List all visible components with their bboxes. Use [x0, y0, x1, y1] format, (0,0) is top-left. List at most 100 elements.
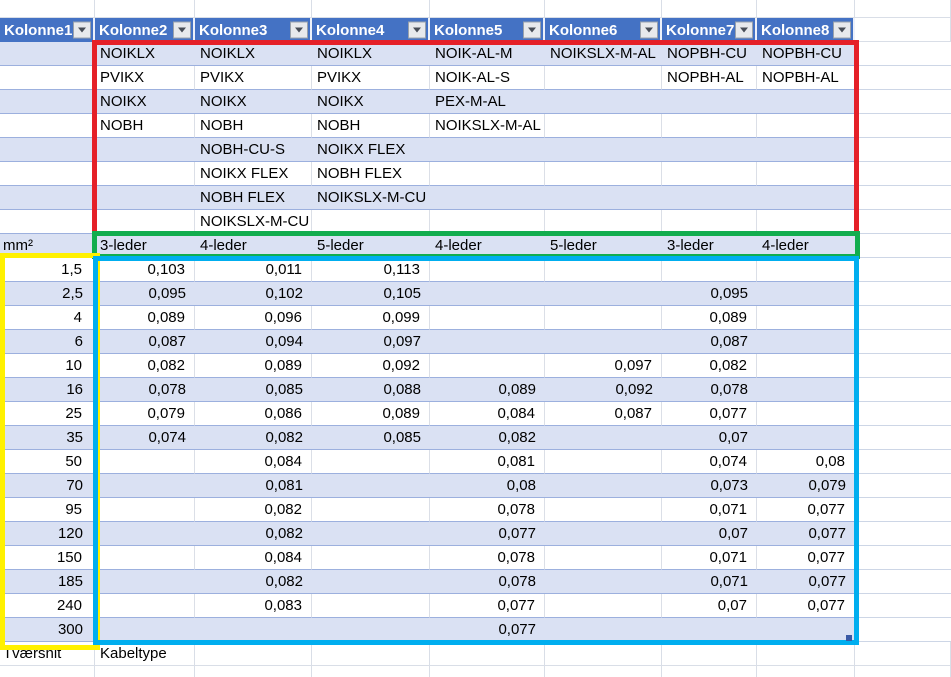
value-cell[interactable]: 0,087 [545, 402, 662, 426]
cable-type-cell[interactable]: NOIKX [95, 90, 195, 114]
value-cell[interactable] [757, 330, 855, 354]
value-cell[interactable]: 0,082 [195, 498, 312, 522]
value-cell[interactable]: 0,078 [430, 498, 545, 522]
sheet-cell[interactable] [855, 546, 951, 570]
cable-type-cell[interactable]: PVIKX [195, 66, 312, 90]
value-cell[interactable]: 0,071 [662, 546, 757, 570]
value-cell[interactable]: 0,074 [95, 426, 195, 450]
filter-dropdown-button[interactable] [408, 21, 426, 39]
size-cell[interactable]: 185 [0, 570, 95, 594]
sheet-cell[interactable] [0, 186, 95, 210]
sheet-cell[interactable] [0, 210, 95, 234]
value-cell[interactable] [662, 618, 757, 642]
value-cell[interactable] [662, 258, 757, 282]
cable-type-cell[interactable] [545, 90, 662, 114]
value-cell[interactable]: 0,089 [430, 378, 545, 402]
sheet-cell[interactable] [855, 522, 951, 546]
cable-type-cell[interactable] [662, 162, 757, 186]
filter-dropdown-button[interactable] [833, 21, 851, 39]
column-header[interactable]: Kolonne4 [312, 18, 430, 42]
value-cell[interactable] [545, 474, 662, 498]
cable-type-cell[interactable]: NOBH FLEX [195, 186, 312, 210]
value-cell[interactable]: 0,096 [195, 306, 312, 330]
sheet-cell[interactable] [855, 330, 951, 354]
column-header[interactable]: Kolonne8 [757, 18, 855, 42]
size-cell[interactable]: 16 [0, 378, 95, 402]
value-cell[interactable]: 0,071 [662, 570, 757, 594]
size-cell[interactable]: 4 [0, 306, 95, 330]
column-header[interactable]: Kolonne2 [95, 18, 195, 42]
value-cell[interactable] [312, 618, 430, 642]
cable-type-cell[interactable]: NOIKX [195, 90, 312, 114]
value-cell[interactable]: 0,078 [430, 570, 545, 594]
filter-dropdown-button[interactable] [735, 21, 753, 39]
sheet-cell[interactable] [855, 42, 951, 66]
sheet-cell[interactable] [855, 162, 951, 186]
size-cell[interactable]: 25 [0, 402, 95, 426]
sheet-cell[interactable] [195, 666, 312, 677]
value-cell[interactable] [95, 546, 195, 570]
cable-type-cell[interactable]: NOBH FLEX [312, 162, 430, 186]
sheet-cell[interactable] [855, 210, 951, 234]
sheet-cell[interactable] [855, 450, 951, 474]
value-cell[interactable]: 0,099 [312, 306, 430, 330]
value-cell[interactable] [430, 330, 545, 354]
cable-type-cell[interactable]: NOIKSLX-M-CU [312, 186, 430, 210]
value-cell[interactable]: 0,077 [662, 402, 757, 426]
sheet-cell[interactable] [855, 426, 951, 450]
value-cell[interactable] [757, 258, 855, 282]
value-cell[interactable] [95, 498, 195, 522]
cable-type-cell[interactable]: NOIKX FLEX [195, 162, 312, 186]
cable-type-cell[interactable]: NOIKLX [312, 42, 430, 66]
value-cell[interactable] [545, 450, 662, 474]
cable-type-cell[interactable] [95, 186, 195, 210]
sheet-cell[interactable] [855, 570, 951, 594]
size-cell[interactable]: 95 [0, 498, 95, 522]
value-cell[interactable] [430, 306, 545, 330]
size-cell[interactable]: 6 [0, 330, 95, 354]
column-header[interactable]: Kolonne3 [195, 18, 312, 42]
value-cell[interactable] [95, 450, 195, 474]
cable-type-cell[interactable]: NOPBH-CU [757, 42, 855, 66]
sheet-cell[interactable] [0, 66, 95, 90]
value-cell[interactable]: 0,077 [757, 594, 855, 618]
sheet-cell[interactable] [855, 282, 951, 306]
value-cell[interactable]: 0,087 [95, 330, 195, 354]
sheet-cell[interactable] [855, 258, 951, 282]
value-cell[interactable]: 0,089 [662, 306, 757, 330]
value-cell[interactable]: 0,077 [430, 594, 545, 618]
leder-header-cell[interactable]: 4-leder [430, 234, 545, 258]
value-cell[interactable]: 0,088 [312, 378, 430, 402]
sheet-cell[interactable] [0, 114, 95, 138]
sheet-cell[interactable] [545, 0, 662, 18]
value-cell[interactable]: 0,095 [95, 282, 195, 306]
sheet-cell[interactable] [855, 618, 951, 642]
value-cell[interactable]: 0,08 [430, 474, 545, 498]
sheet-cell[interactable] [312, 642, 430, 666]
value-cell[interactable]: 0,079 [95, 402, 195, 426]
value-cell[interactable] [545, 426, 662, 450]
value-cell[interactable] [312, 450, 430, 474]
value-cell[interactable]: 0,087 [662, 330, 757, 354]
sheet-cell[interactable] [95, 0, 195, 18]
sheet-cell[interactable] [95, 666, 195, 677]
cable-type-cell[interactable] [757, 162, 855, 186]
sheet-cell[interactable] [855, 114, 951, 138]
sheet-cell[interactable] [0, 0, 95, 18]
value-cell[interactable]: 0,085 [195, 378, 312, 402]
cable-type-cell[interactable]: NOPBH-AL [757, 66, 855, 90]
size-cell[interactable]: 300 [0, 618, 95, 642]
sheet-cell[interactable] [855, 378, 951, 402]
cable-type-cell[interactable] [662, 114, 757, 138]
sheet-cell[interactable] [855, 90, 951, 114]
cable-type-cell[interactable] [545, 66, 662, 90]
value-cell[interactable] [545, 498, 662, 522]
sheet-cell[interactable] [312, 666, 430, 677]
value-cell[interactable] [757, 618, 855, 642]
size-cell[interactable]: 70 [0, 474, 95, 498]
filter-dropdown-button[interactable] [523, 21, 541, 39]
cable-type-cell[interactable]: NOIKSLX-M-CU [195, 210, 312, 234]
cable-type-cell[interactable]: NOIK-AL-M [430, 42, 545, 66]
size-cell[interactable]: 2,5 [0, 282, 95, 306]
filter-dropdown-button[interactable] [640, 21, 658, 39]
